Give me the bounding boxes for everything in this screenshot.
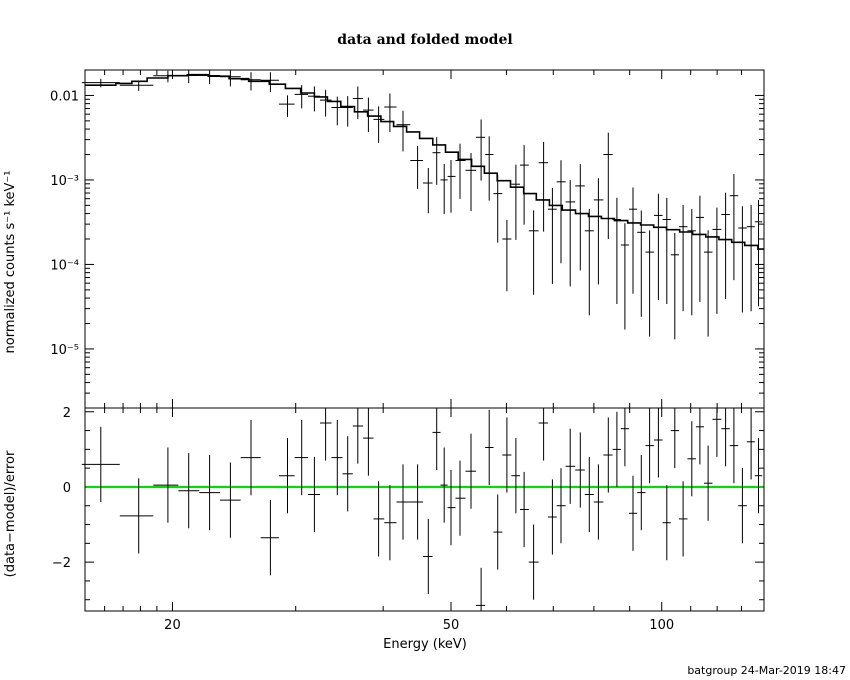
residual-points	[81, 408, 763, 611]
x-tick-label: 50	[443, 618, 460, 633]
footer-stamp: batgroup 24-Mar-2019 18:47	[687, 664, 846, 677]
bottom-y-tick-label: 2	[63, 406, 71, 421]
top-y-tick-label: 10⁻⁴	[50, 258, 79, 273]
bottom-y-axis-label: (data−model)/error	[3, 450, 18, 577]
top-panel: 0.01 10⁻³ 10⁻⁴ 10⁻⁵	[50, 69, 765, 409]
top-y-tick-label: 10⁻³	[50, 174, 79, 189]
x-tick-label: 20	[164, 618, 181, 633]
x-axis-label: Energy (keV)	[383, 637, 467, 652]
x-tick-label: 100	[649, 618, 674, 633]
bottom-y-tick-label: 0	[63, 481, 71, 496]
bottom-y-tick-label: −2	[52, 556, 71, 571]
bottom-panel-frame	[84, 407, 765, 612]
top-y-tick-label: 10⁻⁵	[50, 343, 79, 358]
data-points	[81, 70, 763, 340]
top-y-tick-label: 0.01	[50, 89, 79, 104]
chart-title: data and folded model	[337, 32, 512, 48]
top-panel-frame	[84, 69, 765, 409]
model-step	[85, 73, 764, 250]
top-y-axis-label: normalized counts s⁻¹ keV⁻¹	[3, 171, 18, 354]
model-curve	[85, 73, 764, 250]
